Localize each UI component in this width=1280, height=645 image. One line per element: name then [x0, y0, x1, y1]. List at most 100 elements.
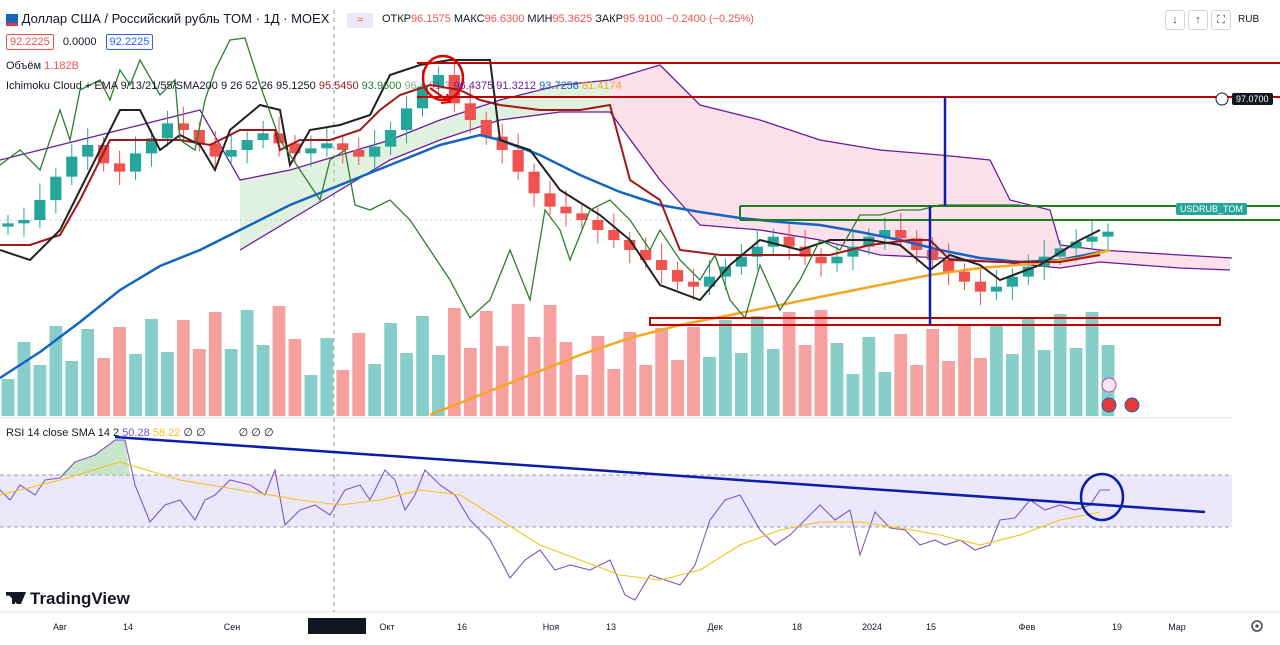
volume-bar — [910, 365, 924, 416]
candle[interactable] — [512, 150, 524, 172]
candle[interactable] — [145, 138, 158, 154]
candle[interactable] — [432, 75, 445, 87]
volume-bar — [1037, 350, 1051, 416]
candle[interactable] — [241, 140, 253, 150]
tradingview-logo[interactable]: TradingView — [6, 589, 130, 609]
candle[interactable] — [560, 206, 572, 214]
candle[interactable] — [161, 123, 173, 139]
arrow-up-icon[interactable]: ↑ — [1188, 10, 1208, 30]
candle[interactable] — [385, 130, 397, 147]
candle[interactable] — [369, 146, 381, 157]
candle[interactable] — [400, 108, 413, 130]
candle[interactable] — [958, 271, 971, 282]
candle[interactable] — [799, 246, 811, 257]
volume-bar — [1053, 314, 1067, 416]
candle[interactable] — [879, 230, 891, 237]
volume-bar — [192, 349, 206, 416]
volume-bar — [81, 329, 95, 416]
candle[interactable] — [177, 123, 189, 130]
candle[interactable] — [305, 148, 317, 154]
candle[interactable] — [751, 246, 763, 257]
candle[interactable] — [592, 220, 604, 230]
candle[interactable] — [193, 130, 205, 144]
candle[interactable] — [1006, 276, 1018, 287]
bid-price[interactable]: 92.2225 — [6, 34, 54, 50]
candle[interactable] — [82, 145, 94, 157]
currency-label[interactable]: RUB — [1238, 14, 1260, 25]
ask-price[interactable]: 92.2225 — [105, 34, 154, 50]
candle[interactable] — [496, 136, 508, 150]
indicator-legend[interactable]: Ichimoku Cloud + EMA 9/13/21/55/SMA200 9… — [6, 80, 622, 92]
candle[interactable] — [847, 246, 859, 257]
volume-legend[interactable]: Объём 1.182B — [6, 60, 79, 72]
volume-bar — [49, 326, 63, 416]
candle[interactable] — [624, 240, 636, 250]
candle[interactable] — [129, 153, 142, 172]
bid-ask[interactable]: 92.2225 0.0000 92.2225 — [6, 34, 154, 50]
flash-icon[interactable] — [1101, 377, 1117, 393]
candle[interactable] — [640, 250, 652, 260]
candle[interactable] — [927, 250, 939, 260]
candle[interactable] — [576, 213, 588, 220]
candle[interactable] — [671, 270, 684, 282]
candle[interactable] — [608, 230, 620, 240]
candle[interactable] — [1102, 231, 1114, 237]
candle[interactable] — [34, 200, 46, 220]
candle[interactable] — [337, 143, 349, 150]
candle[interactable] — [895, 230, 907, 239]
candle[interactable] — [990, 286, 1002, 292]
candle[interactable] — [1022, 266, 1034, 277]
candle[interactable] — [687, 281, 700, 287]
candle[interactable] — [321, 143, 333, 149]
candle[interactable] — [831, 256, 843, 264]
volume-bar — [1, 379, 15, 416]
candle[interactable] — [225, 150, 237, 157]
candle[interactable] — [528, 171, 540, 194]
candle[interactable] — [353, 150, 365, 157]
candle[interactable] — [783, 236, 795, 247]
volume-bar — [607, 369, 621, 416]
candle[interactable] — [50, 176, 62, 200]
candle[interactable] — [66, 156, 78, 177]
candle[interactable] — [1086, 236, 1098, 242]
equal-icon[interactable]: ≈ — [347, 13, 374, 28]
rsi-legend[interactable]: RSI 14 close SMA 14 2 50.28 58.22 ∅ ∅ ∅ … — [6, 427, 274, 439]
candle[interactable] — [767, 236, 779, 247]
volume-bar — [862, 337, 876, 416]
candle[interactable] — [735, 256, 747, 267]
alert-icon[interactable] — [1215, 92, 1229, 106]
download-icon[interactable]: ↓ — [1165, 10, 1185, 30]
candle[interactable] — [480, 120, 492, 137]
candle-series[interactable] — [2, 62, 1114, 306]
candle[interactable] — [209, 143, 221, 157]
volume-bar — [400, 353, 413, 416]
volume-bar — [97, 358, 111, 416]
volume-bar — [926, 329, 940, 416]
candle[interactable] — [974, 281, 987, 292]
candle[interactable] — [257, 133, 269, 140]
candle[interactable] — [544, 193, 556, 207]
candle[interactable] — [703, 276, 716, 287]
candle[interactable] — [1070, 241, 1082, 249]
volume-bar — [750, 316, 764, 416]
us-flag-icon[interactable] — [1101, 397, 1117, 413]
time-axis: Авг 14 Сен чт 21 Сен '23 Окт 16 Ноя 13 Дек 18 2024… — [53, 618, 1186, 634]
volume-bar — [814, 310, 828, 416]
candle[interactable] — [2, 223, 14, 227]
candle[interactable] — [863, 236, 875, 247]
candle[interactable] — [656, 260, 668, 270]
volume-bar — [416, 316, 429, 416]
candle[interactable] — [289, 143, 301, 154]
volume-bar — [734, 353, 748, 416]
volume-bar — [320, 338, 334, 416]
candle[interactable] — [114, 163, 126, 172]
us-flag-icon-2[interactable] — [1124, 397, 1140, 413]
candle[interactable] — [943, 260, 955, 272]
candle[interactable] — [18, 220, 30, 224]
candle[interactable] — [464, 103, 476, 120]
settings-gear-icon[interactable] — [1251, 620, 1263, 632]
candle[interactable] — [815, 256, 827, 264]
symbol-legend[interactable]: Доллар США / Российский рубль TOM · 1Д ·… — [6, 11, 374, 28]
expand-icon[interactable]: ⛶ — [1211, 10, 1231, 30]
